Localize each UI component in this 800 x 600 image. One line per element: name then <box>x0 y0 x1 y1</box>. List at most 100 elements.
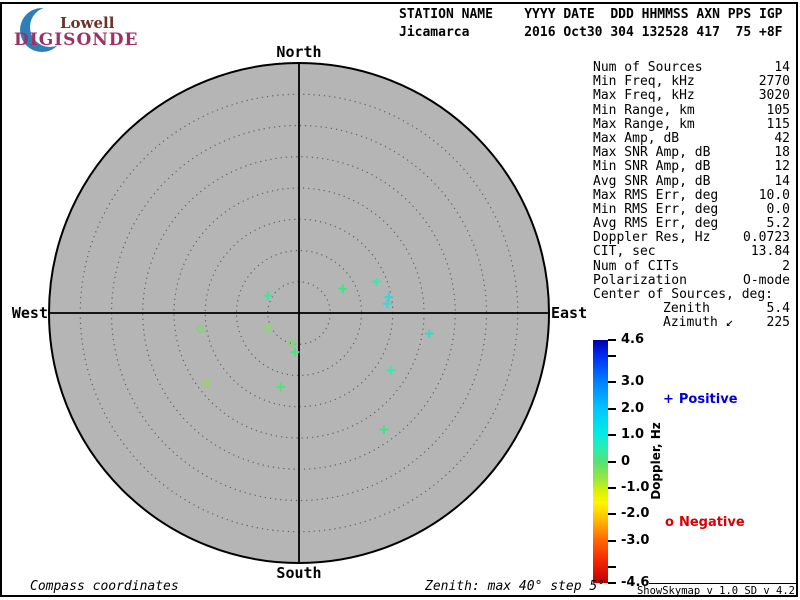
colorbar-title: Doppler, Hz <box>649 422 663 500</box>
stat-row: Avg SNR Amp, dB 14 <box>593 173 790 189</box>
stat-row: Zenith 5.4 <box>593 301 790 317</box>
stat-label: Avg RMS Err, deg <box>593 216 719 232</box>
colorbar-tick <box>608 566 616 569</box>
stat-row: CIT, sec 13.84 <box>593 245 790 259</box>
stat-value: 10.0 <box>758 187 790 203</box>
stat-label: Azimuth ↙ <box>663 315 734 331</box>
legend-negative-label: Negative <box>678 515 745 530</box>
stat-label: Doppler Res, Hz <box>593 230 711 246</box>
stat-label: Min Range, km <box>593 102 695 118</box>
stat-value: 14 <box>774 173 790 189</box>
source-point-positive <box>276 382 286 392</box>
stat-row: Num of CITs 2 <box>593 258 790 274</box>
colorbar-tick <box>608 582 616 584</box>
colorbar-tick-label: -4.6 <box>621 575 650 590</box>
colorbar-tick <box>608 407 616 410</box>
stat-label: Zenith <box>663 301 710 317</box>
stat-label: Max Freq, kHz <box>593 88 695 104</box>
stat-row: Max Freq, kHz 3020 <box>593 89 790 103</box>
stat-value: 5.4 <box>766 301 790 317</box>
zenith-scale-note: Zenith: max 40° step 5° <box>425 579 606 594</box>
source-point-positive <box>338 284 348 294</box>
colorbar-tick-label: 2.0 <box>621 400 645 416</box>
colorbar-tick-label: 0 <box>621 453 631 469</box>
footer-divider <box>649 583 797 584</box>
stat-row: Min Freq, kHz 2770 <box>593 74 790 90</box>
stat-label: Max Amp, dB <box>593 130 680 146</box>
label-south: South <box>276 564 321 582</box>
stat-value: 3020 <box>758 88 790 104</box>
header-labels-row: STATION NAME YYYY DATE DDD HHMMSS AXN PP… <box>399 7 783 22</box>
colorbar-tick-label: 3.0 <box>621 374 645 390</box>
source-point-positive <box>263 291 273 301</box>
colorbar-tick <box>608 539 616 542</box>
stat-row: Max RMS Err, deg 10.0 <box>593 187 790 203</box>
colorbar-tick-label: -3.0 <box>621 532 650 548</box>
source-point-negative <box>196 324 205 333</box>
source-point-negative <box>264 324 273 333</box>
stat-row: Min RMS Err, deg 0.0 <box>593 201 790 217</box>
source-point-positive <box>290 347 300 357</box>
stat-value: 5.2 <box>766 216 790 232</box>
source-point-positive <box>386 365 396 375</box>
label-north: North <box>276 43 321 61</box>
stat-label: Avg SNR Amp, dB <box>593 173 711 189</box>
stat-label: Min RMS Err, deg <box>593 201 719 217</box>
stat-row: Center of Sources, deg: <box>593 287 790 302</box>
colorbar-tick <box>608 460 616 463</box>
stat-value: 105 <box>766 102 790 118</box>
stat-value: 2770 <box>758 74 790 90</box>
colorbar-tick <box>608 486 616 489</box>
legend-negative: o Negative <box>665 515 745 530</box>
stat-row: Max Range, km 115 <box>593 116 790 132</box>
stat-label: Min Freq, kHz <box>593 74 695 90</box>
source-point-positive <box>372 277 382 287</box>
stat-row: Polarization O-mode <box>593 272 790 288</box>
stat-value: 14 <box>774 60 790 75</box>
source-point-negative <box>202 379 211 387</box>
stat-row: Avg RMS Err, deg 5.2 <box>593 216 790 232</box>
stat-row: Max SNR Amp, dB 18 <box>593 145 790 161</box>
circle-marker-icon: o <box>665 515 674 530</box>
logo-digisonde-text: DIGISONDE <box>14 30 139 50</box>
stat-label: Num of Sources <box>593 60 703 75</box>
coordinates-note: Compass coordinates <box>30 579 179 594</box>
colorbar-tick <box>608 434 616 437</box>
colorbar-tick <box>608 513 616 516</box>
label-east: East <box>551 304 587 322</box>
stat-label: Num of CITs <box>593 258 680 274</box>
stat-label: Min SNR Amp, dB <box>593 159 711 175</box>
stat-label: Center of Sources, deg: <box>593 287 774 302</box>
doppler-colorbar <box>593 340 608 583</box>
plus-marker-icon: + <box>663 392 674 407</box>
colorbar-tick-label: -1.0 <box>621 479 650 495</box>
legend-positive: + Positive <box>663 392 738 407</box>
legend-positive-label: Positive <box>678 392 738 407</box>
source-point-positive <box>382 299 392 309</box>
source-point-positive <box>384 292 394 302</box>
stat-value: 0.0723 <box>743 230 790 246</box>
stat-row: Max Amp, dB 42 <box>593 130 790 146</box>
logo-lowell-text: Lowell <box>60 14 115 32</box>
stat-label: CIT, sec <box>593 244 656 260</box>
colorbar-tick <box>608 381 616 384</box>
stat-value: 2 <box>782 258 790 274</box>
header-values-row: Jicamarca 2016 Oct30 304 132528 417 75 +… <box>399 25 783 40</box>
colorbar-tick <box>608 354 616 357</box>
version-text: ShowSkymap v 1.0 SD v 4.2 <box>636 585 795 597</box>
source-point-positive <box>379 425 389 435</box>
colorbar-tick <box>608 339 616 341</box>
source-points <box>196 277 434 435</box>
measurement-stats-panel: Num of Sources 14 Min Freq, kHz 2770 Max Fre… <box>593 60 790 331</box>
stat-value: 18 <box>774 145 790 161</box>
stat-row: Num of Sources 14 <box>593 60 790 75</box>
colorbar-tick-label: 4.6 <box>621 332 645 347</box>
stat-value: 225 <box>766 315 790 331</box>
stat-value: 115 <box>766 116 790 132</box>
label-west: West <box>12 304 48 322</box>
stat-label: Polarization <box>593 272 687 288</box>
stat-value: 12 <box>774 159 790 175</box>
stat-label: Max RMS Err, deg <box>593 187 719 203</box>
colorbar-tick-label: 1.0 <box>621 427 645 443</box>
stat-value: 13.84 <box>750 244 790 260</box>
